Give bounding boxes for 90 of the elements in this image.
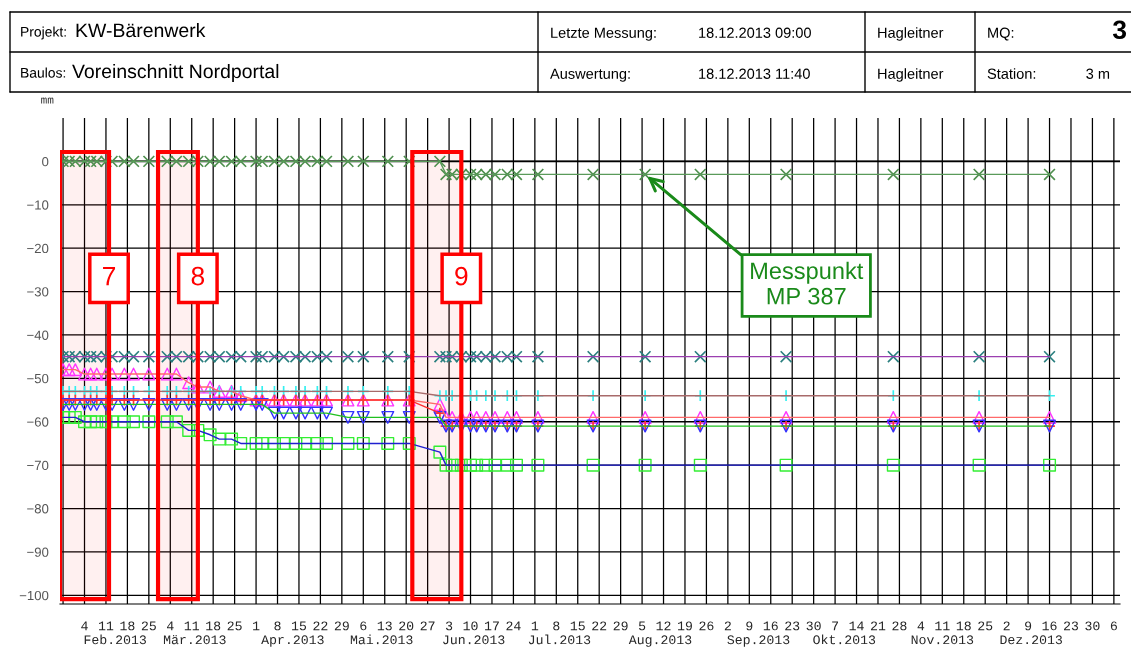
x-tick-label: 2 bbox=[1003, 621, 1010, 631]
x-tick-label: 10 bbox=[463, 621, 478, 631]
y-tick-label: −100 bbox=[19, 590, 49, 601]
x-tick-label: 18 bbox=[206, 621, 221, 631]
x-tick-label: 2 bbox=[724, 621, 731, 631]
x-tick-label: 11 bbox=[935, 621, 950, 631]
x-tick-label: 25 bbox=[227, 621, 242, 631]
x-tick-label: 30 bbox=[1085, 621, 1100, 631]
x2-tick-label: Okt.2013 bbox=[813, 634, 876, 645]
x-tick-label: 23 bbox=[785, 621, 800, 631]
x-tick-label: 18 bbox=[956, 621, 971, 631]
x-tick-label: 27 bbox=[420, 621, 435, 631]
text: 18.12.2013 09:00 bbox=[699, 27, 811, 38]
x-tick-label: 25 bbox=[141, 621, 156, 631]
x-tick-label: 19 bbox=[678, 621, 692, 631]
x-tick-label: 23 bbox=[1063, 621, 1079, 631]
x-tick-label: 22 bbox=[313, 621, 328, 631]
x-tick-label: 25 bbox=[978, 621, 993, 631]
text: Auswertung: bbox=[550, 68, 630, 82]
x-tick-label: 1 bbox=[531, 621, 539, 631]
text: Hagleitner bbox=[878, 68, 944, 82]
x-tick-label: 6 bbox=[360, 621, 367, 631]
y-tick-label: −50 bbox=[27, 373, 49, 384]
x-tick-label: 26 bbox=[699, 621, 714, 631]
x-tick-label: 7 bbox=[832, 621, 839, 631]
x-tick-label: 12 bbox=[656, 621, 671, 631]
x2-tick-label: Mai.2013 bbox=[350, 634, 413, 645]
x-tick-label: 8 bbox=[274, 621, 281, 631]
text: 3 m bbox=[1086, 68, 1110, 79]
x-tick-label: 11 bbox=[98, 621, 114, 631]
text: Projekt: bbox=[21, 26, 66, 40]
text: 3 bbox=[1112, 20, 1127, 40]
annotation: Messpunkt MP 387 bbox=[751, 261, 864, 305]
x-tick-label: 15 bbox=[292, 621, 307, 631]
y-tick-label: −90 bbox=[27, 547, 49, 557]
text: MQ: bbox=[988, 27, 1014, 41]
text: 18.12.2013 11:40 bbox=[699, 68, 810, 79]
x-tick-label: 1 bbox=[253, 621, 260, 631]
x2-tick-label: Nov.2013 bbox=[911, 635, 974, 645]
y-axis-title: mm bbox=[41, 97, 54, 104]
x-tick-label: 4 bbox=[166, 621, 174, 631]
x-tick-label: 8 bbox=[553, 621, 560, 631]
x-tick-label: 11 bbox=[184, 621, 200, 631]
y-tick-label: −10 bbox=[27, 200, 49, 210]
text: Voreinschnitt Nordportal bbox=[72, 63, 279, 83]
x-tick-label: 18 bbox=[120, 621, 135, 631]
y-tick-label: −40 bbox=[27, 330, 49, 340]
x-tick-label: 4 bbox=[81, 621, 88, 631]
x-tick-label: 17 bbox=[485, 621, 499, 631]
y-tick-label: −20 bbox=[27, 243, 49, 254]
x-tick-label: 28 bbox=[892, 621, 907, 631]
text: Station: bbox=[987, 68, 1036, 79]
x-tick-label: 22 bbox=[592, 621, 607, 631]
x-tick-label: 3 bbox=[445, 621, 453, 631]
x2-tick-label: Dez.2013 bbox=[1000, 635, 1062, 645]
x2-tick-label: Sep.2013 bbox=[727, 635, 790, 647]
x2-tick-label: Aug.2013 bbox=[628, 635, 692, 647]
x-tick-label: 16 bbox=[1042, 621, 1057, 631]
x2-tick-label: Mär.2013 bbox=[163, 635, 226, 645]
text: Hagleitner bbox=[878, 27, 944, 41]
x-tick-label: 14 bbox=[849, 621, 864, 631]
x-tick-label: 16 bbox=[763, 621, 778, 631]
text: KW-Bärenwerk bbox=[76, 22, 206, 38]
x-tick-label: 24 bbox=[506, 621, 521, 631]
x-tick-label: 4 bbox=[917, 621, 925, 631]
y-tick-label: −80 bbox=[27, 504, 49, 514]
band-label: 7 bbox=[103, 267, 116, 286]
x2-tick-label: Jun.2013 bbox=[443, 635, 505, 645]
band-label: 8 bbox=[191, 266, 205, 286]
x2-tick-label: Apr.2013 bbox=[261, 635, 324, 647]
x-tick-label: 9 bbox=[1025, 621, 1032, 631]
y-tick-label: −30 bbox=[27, 287, 49, 297]
x-tick-label: 5 bbox=[638, 621, 646, 631]
x2-tick-label: Jul.2013 bbox=[528, 634, 591, 645]
text: Letzte Messung: bbox=[551, 27, 656, 41]
text: Baulos: bbox=[21, 67, 66, 78]
x-tick-label: 13 bbox=[377, 621, 392, 631]
x-tick-label: 30 bbox=[806, 621, 821, 631]
x-tick-label: 29 bbox=[334, 621, 349, 631]
x-tick-label: 29 bbox=[613, 621, 628, 631]
x-tick-label: 6 bbox=[1110, 621, 1117, 631]
x-tick-label: 21 bbox=[870, 621, 886, 631]
y-tick-label: −70 bbox=[27, 460, 49, 471]
x-tick-label: 15 bbox=[570, 621, 585, 631]
band-label: 9 bbox=[455, 266, 468, 286]
y-tick-label: −60 bbox=[27, 417, 49, 427]
x-tick-label: 9 bbox=[746, 621, 753, 631]
x2-tick-label: Feb.2013 bbox=[84, 634, 146, 645]
y-tick-label: 0 bbox=[42, 156, 49, 167]
x-tick-label: 20 bbox=[399, 621, 414, 631]
